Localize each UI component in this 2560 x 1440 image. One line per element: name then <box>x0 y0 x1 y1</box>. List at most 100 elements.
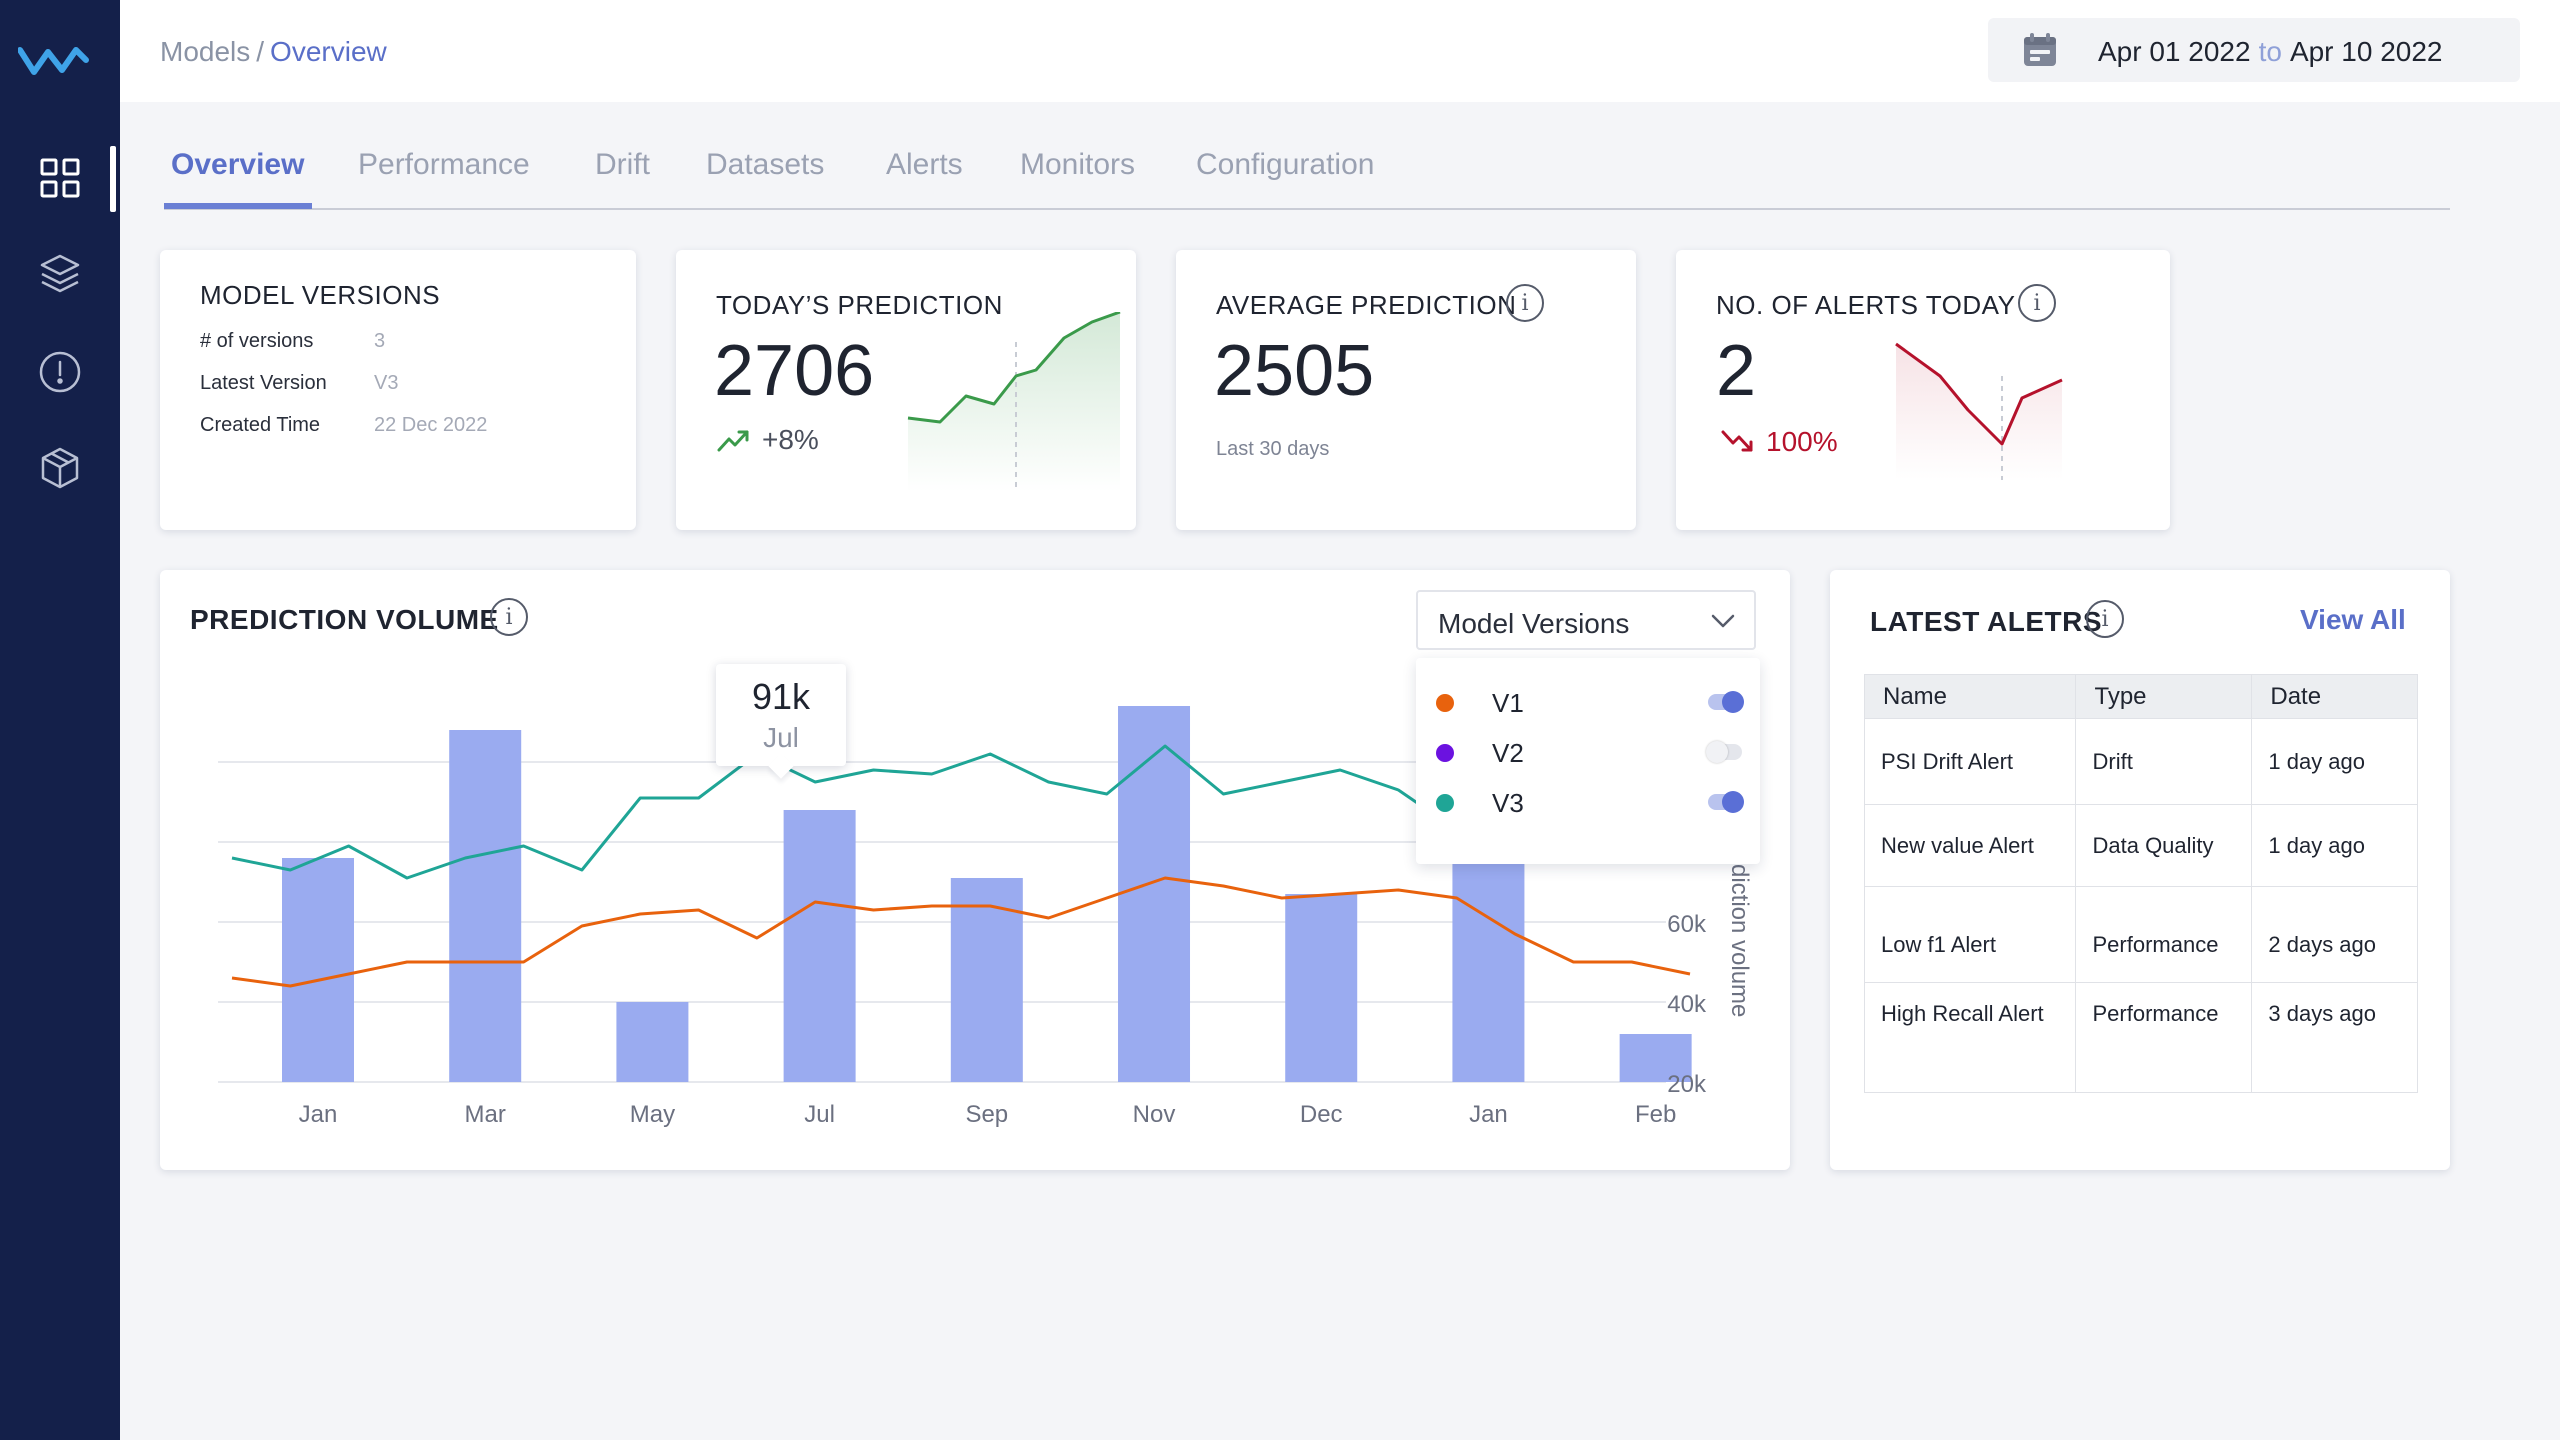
alert-type: Performance <box>2075 886 2253 983</box>
tab-monitors[interactable]: Monitors <box>1020 148 1136 181</box>
breadcrumb: Models / Overview <box>160 36 387 68</box>
toggle-knob <box>1722 791 1744 813</box>
bar <box>1285 894 1358 1082</box>
alert-name: High Recall Alert <box>1863 982 2077 1093</box>
average-prediction-value: 2505 <box>1214 331 1375 411</box>
average-prediction-period: Last 30 days <box>1216 438 1330 460</box>
breadcrumb-current: Overview <box>270 36 387 67</box>
todays-prediction-sparkline <box>907 312 1121 492</box>
date-range-text: Apr 01 2022 to Apr 10 2022 <box>2098 36 2443 68</box>
calendar-icon <box>2024 33 2056 66</box>
alert-date: 3 days ago <box>2251 982 2418 1093</box>
bar <box>449 730 522 1082</box>
tab-alerts[interactable]: Alerts <box>886 148 963 181</box>
breadcrumb-models-link[interactable]: Models <box>160 36 251 67</box>
view-all-link[interactable]: View All <box>2300 604 2406 635</box>
toggle-v3[interactable] <box>1708 791 1744 813</box>
alert-name: Low f1 Alert <box>1863 886 2077 983</box>
legend-label: V1 <box>1492 688 1524 718</box>
toggle-knob <box>1706 741 1728 763</box>
info-icon[interactable]: i <box>490 598 528 636</box>
bar <box>616 1002 689 1082</box>
column-header-date[interactable]: Date <box>2251 674 2418 719</box>
dropdown-label: Model Versions <box>1438 608 1630 639</box>
table-row[interactable]: PSI Drift Alert Drift 1 day ago <box>1863 718 2418 805</box>
model-versions-dropdown[interactable]: Model Versions <box>1416 590 1756 650</box>
sidebar-item-alerts[interactable] <box>0 332 120 412</box>
table-row[interactable]: New value Alert Data Quality 1 day ago <box>1863 804 2418 887</box>
info-icon[interactable]: i <box>1506 284 1544 322</box>
y-tick-label: 20k <box>1667 1071 1707 1098</box>
legend-label: V2 <box>1492 738 1524 768</box>
trending-down-icon <box>1721 430 1753 452</box>
y-tick-label: 60k <box>1667 911 1707 938</box>
alerts-today-value: 2 <box>1716 331 1757 411</box>
date-range-picker[interactable]: Apr 01 2022 to Apr 10 2022 <box>1988 18 2520 82</box>
card-title: NO. OF ALERTS TODAY <box>1716 290 2016 320</box>
tab-overview[interactable]: Overview <box>171 148 305 181</box>
toggle-knob <box>1722 691 1744 713</box>
top-bar: Models / Overview Apr 01 2022 to Apr 10 2022 <box>120 0 2560 102</box>
alert-type: Data Quality <box>2075 804 2253 887</box>
date-to: Apr 10 2022 <box>2289 36 2443 67</box>
sidebar-item-layers[interactable] <box>0 234 120 314</box>
latest-version-value: V3 <box>374 372 399 394</box>
toggle-v2[interactable] <box>1706 741 1742 763</box>
tab-configuration[interactable]: Configuration <box>1196 148 1375 181</box>
x-tick-label: Dec <box>1300 1101 1343 1128</box>
x-tick-label: Jan <box>299 1101 338 1128</box>
y-axis-label: rediction volume <box>1726 843 1753 1018</box>
trending-up-icon <box>717 430 749 452</box>
column-header-type[interactable]: Type <box>2075 674 2253 719</box>
alerts-table: Name Type Date PSI Drift Alert Drift 1 d… <box>1863 674 2418 1093</box>
created-time-label: Created Time <box>200 414 321 436</box>
todays-prediction-card: TODAY’S PREDICTION 2706 +8% <box>676 250 1136 530</box>
table-row[interactable]: High Recall Alert Performance 3 days ago <box>1863 982 2418 1093</box>
legend-dot <box>1436 694 1454 712</box>
alerts-today-card: NO. OF ALERTS TODAY i 2 100% <box>1676 250 2170 530</box>
x-tick-label: Nov <box>1133 1101 1176 1128</box>
grid-icon <box>40 158 80 198</box>
y-tick-label: 40k <box>1667 991 1707 1018</box>
legend-item-v1: V1 <box>1436 682 1746 722</box>
date-from: Apr 01 2022 <box>2098 36 2251 67</box>
delta-text: +8% <box>762 424 819 455</box>
legend-dot <box>1436 744 1454 762</box>
sidebar-item-models[interactable] <box>0 428 120 508</box>
x-tick-label: Jan <box>1469 1101 1508 1128</box>
active-tab-underline <box>164 203 312 209</box>
column-header-name[interactable]: Name <box>1863 674 2077 719</box>
info-icon[interactable]: i <box>2018 284 2056 322</box>
bar <box>1118 706 1191 1082</box>
model-versions-legend: V1 V2 V3 <box>1416 658 1760 864</box>
layers-icon <box>40 254 80 293</box>
tab-drift[interactable]: Drift <box>595 148 650 181</box>
card-title: TODAY’S PREDICTION <box>716 290 1003 320</box>
info-icon[interactable]: i <box>2086 600 2124 638</box>
tab-bar: Overview Performance Drift Datasets Aler… <box>164 148 2450 210</box>
toggle-v1[interactable] <box>1708 691 1744 713</box>
sidebar-item-overview[interactable] <box>0 138 120 218</box>
legend-dot <box>1436 794 1454 812</box>
card-title: MODEL VERSIONS <box>200 280 441 310</box>
tab-performance[interactable]: Performance <box>358 148 530 181</box>
card-title: AVERAGE PREDICTION <box>1216 290 1517 320</box>
created-time-value: 22 Dec 2022 <box>374 414 488 436</box>
alert-date: 2 days ago <box>2251 886 2418 983</box>
prediction-volume-card: PREDICTION VOLUME i Jan Mar May Jul Sep Nov De… <box>160 570 1790 1170</box>
todays-prediction-delta: +8% <box>716 424 819 456</box>
table-row[interactable]: Low f1 Alert Performance 2 days ago <box>1863 886 2418 983</box>
sidebar <box>0 0 120 1440</box>
card-title: PREDICTION VOLUME <box>190 604 499 635</box>
alerts-today-delta: 100% <box>1720 426 1838 458</box>
tab-datasets[interactable]: Datasets <box>706 148 825 181</box>
alert-date: 1 day ago <box>2251 718 2418 805</box>
table-header-row: Name Type Date <box>1863 674 2418 719</box>
average-prediction-card: AVERAGE PREDICTION i 2505 Last 30 days <box>1176 250 1636 530</box>
app-logo[interactable] <box>18 40 90 80</box>
model-versions-card: MODEL VERSIONS # of versions 3 Latest Ve… <box>160 250 636 530</box>
bar <box>282 858 354 1082</box>
sidebar-active-indicator <box>110 146 116 212</box>
bar <box>783 810 856 1082</box>
card-title: LATEST ALETRS <box>1870 606 2103 637</box>
